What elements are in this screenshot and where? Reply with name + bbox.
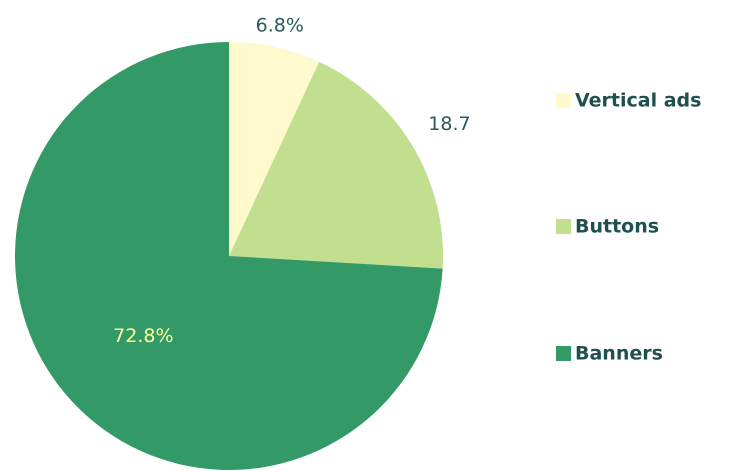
legend-swatch: [556, 219, 571, 234]
pie-slice: [229, 42, 320, 256]
data-label: 18.7: [428, 113, 470, 135]
legend-label: Buttons: [575, 216, 659, 238]
legend-swatch: [556, 93, 571, 108]
legend-label: Banners: [575, 343, 663, 365]
data-label: 72.8%: [113, 325, 173, 347]
pie-slice: [14, 42, 443, 470]
legend-label: Vertical ads: [575, 90, 701, 112]
legend-swatch: [556, 346, 571, 361]
pie-slice: [229, 61, 443, 269]
data-label: 6.8%: [256, 15, 304, 37]
